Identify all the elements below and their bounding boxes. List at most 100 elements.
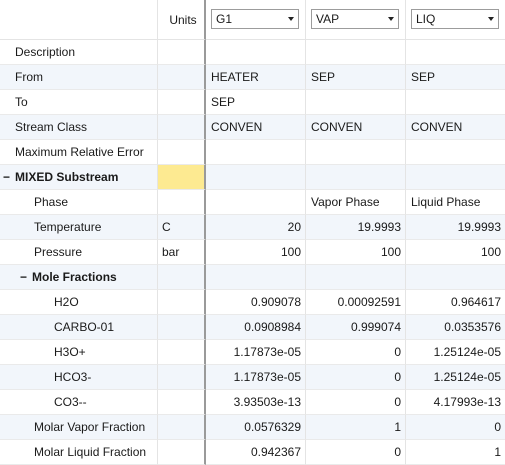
value-cell-liq[interactable]: SEP bbox=[406, 65, 505, 90]
row-label: Description bbox=[0, 40, 158, 65]
row-to: To SEP bbox=[0, 90, 505, 115]
stream-vap-column: VAP bbox=[306, 0, 406, 40]
value-cell-vap[interactable]: 1 bbox=[306, 415, 406, 440]
value-cell-vap[interactable]: 0 bbox=[306, 440, 406, 465]
value-cell-liq[interactable]: 19.9993 bbox=[406, 215, 505, 240]
unit-cell[interactable] bbox=[158, 115, 206, 140]
unit-cell[interactable] bbox=[158, 290, 206, 315]
row-label: − Mole Fractions bbox=[0, 265, 158, 290]
collapse-icon[interactable]: − bbox=[3, 170, 10, 184]
value-cell-g1[interactable] bbox=[206, 165, 306, 190]
unit-cell[interactable]: C bbox=[158, 215, 206, 240]
value-cell-g1[interactable]: HEATER bbox=[206, 65, 306, 90]
stream-vap-select-value: VAP bbox=[316, 12, 339, 26]
value-cell-g1[interactable]: 0.0576329 bbox=[206, 415, 306, 440]
value-cell-g1[interactable] bbox=[206, 140, 306, 165]
unit-cell[interactable] bbox=[158, 190, 206, 215]
value-cell-liq[interactable]: 0 bbox=[406, 415, 505, 440]
value-cell-vap[interactable]: 100 bbox=[306, 240, 406, 265]
header-label-cell bbox=[0, 0, 158, 40]
value-cell-g1[interactable]: 0.0908984 bbox=[206, 315, 306, 340]
value-cell-liq[interactable]: CONVEN bbox=[406, 115, 505, 140]
value-cell-g1[interactable]: 0.909078 bbox=[206, 290, 306, 315]
row-phase: Phase Vapor Phase Liquid Phase bbox=[0, 190, 505, 215]
unit-cell[interactable] bbox=[158, 415, 206, 440]
value-cell-g1[interactable]: 1.17873e-05 bbox=[206, 365, 306, 390]
value-cell-vap[interactable] bbox=[306, 40, 406, 65]
value-cell-liq[interactable] bbox=[406, 140, 505, 165]
value-cell-liq[interactable]: 1.25124e-05 bbox=[406, 340, 505, 365]
value-cell-vap[interactable]: 19.9993 bbox=[306, 215, 406, 240]
value-cell-vap[interactable] bbox=[306, 90, 406, 115]
unit-cell[interactable] bbox=[158, 40, 206, 65]
row-temperature: Temperature C 20 19.9993 19.9993 bbox=[0, 215, 505, 240]
value-cell-g1[interactable]: SEP bbox=[206, 90, 306, 115]
value-cell-vap[interactable]: 0.999074 bbox=[306, 315, 406, 340]
value-cell-vap[interactable] bbox=[306, 140, 406, 165]
stream-liq-select-value: LIQ bbox=[416, 12, 435, 26]
section-title: Mole Fractions bbox=[32, 270, 117, 284]
value-cell-liq[interactable] bbox=[406, 40, 505, 65]
unit-cell[interactable] bbox=[158, 265, 206, 290]
value-cell-g1[interactable]: 0.942367 bbox=[206, 440, 306, 465]
value-cell-liq[interactable]: 100 bbox=[406, 240, 505, 265]
value-cell-g1[interactable]: 100 bbox=[206, 240, 306, 265]
row-label: To bbox=[0, 90, 158, 115]
row-label: H3O+ bbox=[0, 340, 158, 365]
unit-cell[interactable] bbox=[158, 340, 206, 365]
unit-cell[interactable] bbox=[158, 440, 206, 465]
unit-cell[interactable] bbox=[158, 140, 206, 165]
row-h3o: H3O+ 1.17873e-05 0 1.25124e-05 bbox=[0, 340, 505, 365]
value-cell-vap[interactable]: CONVEN bbox=[306, 115, 406, 140]
unit-cell[interactable] bbox=[158, 390, 206, 415]
value-cell-g1[interactable]: 3.93503e-13 bbox=[206, 390, 306, 415]
unit-cell[interactable] bbox=[158, 65, 206, 90]
row-label: HCO3- bbox=[0, 365, 158, 390]
value-cell-liq[interactable]: 0.964617 bbox=[406, 290, 505, 315]
value-cell-liq[interactable]: 1 bbox=[406, 440, 505, 465]
value-cell-g1[interactable] bbox=[206, 265, 306, 290]
section-title: MIXED Substream bbox=[15, 170, 118, 184]
value-cell-g1[interactable] bbox=[206, 190, 306, 215]
unit-cell[interactable] bbox=[158, 365, 206, 390]
row-carbo-01: CARBO-01 0.0908984 0.999074 0.0353576 bbox=[0, 315, 505, 340]
value-cell-vap[interactable]: SEP bbox=[306, 65, 406, 90]
value-cell-vap[interactable]: Vapor Phase bbox=[306, 190, 406, 215]
value-cell-liq[interactable]: Liquid Phase bbox=[406, 190, 505, 215]
row-label: CARBO-01 bbox=[0, 315, 158, 340]
row-label: Stream Class bbox=[0, 115, 158, 140]
row-label: Pressure bbox=[0, 240, 158, 265]
value-cell-vap[interactable]: 0 bbox=[306, 340, 406, 365]
row-label: Temperature bbox=[0, 215, 158, 240]
value-cell-vap[interactable]: 0.00092591 bbox=[306, 290, 406, 315]
value-cell-g1[interactable]: CONVEN bbox=[206, 115, 306, 140]
value-cell-vap[interactable]: 0 bbox=[306, 365, 406, 390]
unit-cell[interactable]: bar bbox=[158, 240, 206, 265]
row-label: Molar Liquid Fraction bbox=[0, 440, 158, 465]
value-cell-liq[interactable]: 4.17993e-13 bbox=[406, 390, 505, 415]
value-cell-liq[interactable]: 0.0353576 bbox=[406, 315, 505, 340]
row-co3: CO3-- 3.93503e-13 0 4.17993e-13 bbox=[0, 390, 505, 415]
unit-cell[interactable] bbox=[158, 315, 206, 340]
row-pressure: Pressure bar 100 100 100 bbox=[0, 240, 505, 265]
collapse-icon[interactable]: − bbox=[20, 270, 27, 284]
stream-vap-select[interactable]: VAP bbox=[311, 9, 399, 29]
value-cell-vap[interactable] bbox=[306, 265, 406, 290]
row-mixed-substream: − MIXED Substream bbox=[0, 165, 505, 190]
row-label: Molar Vapor Fraction bbox=[0, 415, 158, 440]
value-cell-g1[interactable] bbox=[206, 40, 306, 65]
stream-g1-select[interactable]: G1 bbox=[211, 9, 299, 29]
value-cell-liq[interactable]: 1.25124e-05 bbox=[406, 365, 505, 390]
value-cell-liq[interactable] bbox=[406, 90, 505, 115]
unit-cell[interactable] bbox=[158, 90, 206, 115]
value-cell-vap[interactable] bbox=[306, 165, 406, 190]
value-cell-liq[interactable] bbox=[406, 165, 505, 190]
stream-liq-select[interactable]: LIQ bbox=[411, 9, 499, 29]
value-cell-g1[interactable]: 1.17873e-05 bbox=[206, 340, 306, 365]
value-cell-liq[interactable] bbox=[406, 265, 505, 290]
stream-g1-select-value: G1 bbox=[216, 12, 232, 26]
selected-unit-cell[interactable] bbox=[158, 165, 206, 190]
value-cell-vap[interactable]: 0 bbox=[306, 390, 406, 415]
row-stream-class: Stream Class CONVEN CONVEN CONVEN bbox=[0, 115, 505, 140]
value-cell-g1[interactable]: 20 bbox=[206, 215, 306, 240]
